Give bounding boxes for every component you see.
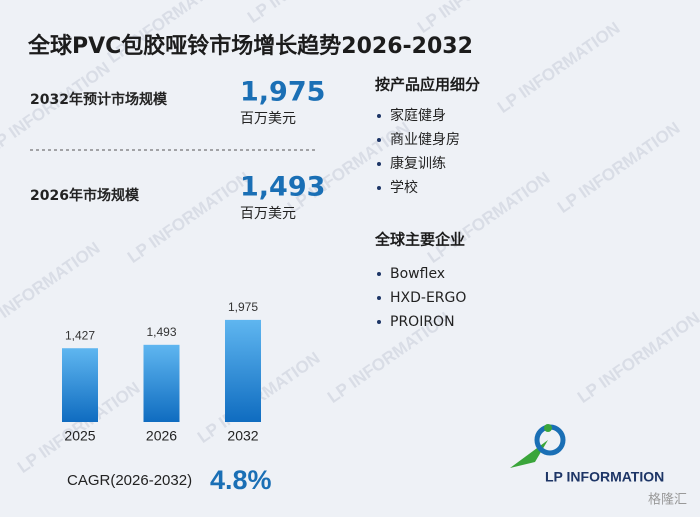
bar <box>143 344 180 422</box>
bullet <box>377 186 381 190</box>
stat-label: 2026年市场规模 <box>30 187 140 204</box>
stat-unit: 百万美元 <box>240 206 296 222</box>
watermark: LP INFORMATION <box>124 168 254 267</box>
logo: LP INFORMATION <box>510 424 664 485</box>
bullet <box>377 320 381 324</box>
value-label: 1,493 <box>146 325 176 339</box>
title: 全球PVC包胶哑铃市场增长趋势2026-2032 <box>27 33 473 59</box>
watermark: LP INFORMATION <box>0 238 103 337</box>
watermark: LP INFORMATION <box>424 168 554 267</box>
stat-value: 1,493 <box>240 172 325 203</box>
value-label: 1,427 <box>65 328 95 342</box>
list-item: 商业健身房 <box>390 132 460 148</box>
bullet <box>377 296 381 300</box>
watermark: LP INFORMATION <box>554 118 684 217</box>
bullet <box>377 162 381 166</box>
segments-title: 按产品应用细分 <box>375 76 480 94</box>
bullet <box>377 114 381 118</box>
list-item: 学校 <box>390 179 418 196</box>
list-item: PROIRON <box>390 314 455 330</box>
stat-unit: 百万美元 <box>240 111 296 127</box>
watermark: LP INFORMATION <box>244 0 374 27</box>
source-mark: 格隆汇 <box>648 492 687 508</box>
watermark: LP INFORMATION <box>574 308 700 407</box>
x-tick-label: 2025 <box>64 428 95 444</box>
cagr-value: 4.8% <box>210 465 272 495</box>
bullet <box>377 138 381 142</box>
x-tick-label: 2032 <box>227 428 258 444</box>
list-item: 家庭健身 <box>390 107 446 124</box>
stat-value: 1,975 <box>240 77 325 108</box>
list-item: 康复训练 <box>390 155 446 172</box>
x-tick-label: 2026 <box>146 428 177 444</box>
list-item: HXD-ERGO <box>390 290 466 306</box>
watermark: LP INFORMATION <box>494 18 624 117</box>
bar <box>62 348 98 422</box>
companies-title: 全球主要企业 <box>374 231 465 249</box>
bullet <box>377 272 381 276</box>
cagr-label: CAGR(2026-2032) <box>67 472 192 489</box>
value-label: 1,975 <box>228 300 258 314</box>
bar <box>225 319 261 422</box>
watermark: LP INFORMATION <box>414 0 544 37</box>
list-item: Bowflex <box>390 266 445 282</box>
logo-text: LP INFORMATION <box>545 469 664 485</box>
stat-label: 2032年预计市场规模 <box>30 91 168 108</box>
